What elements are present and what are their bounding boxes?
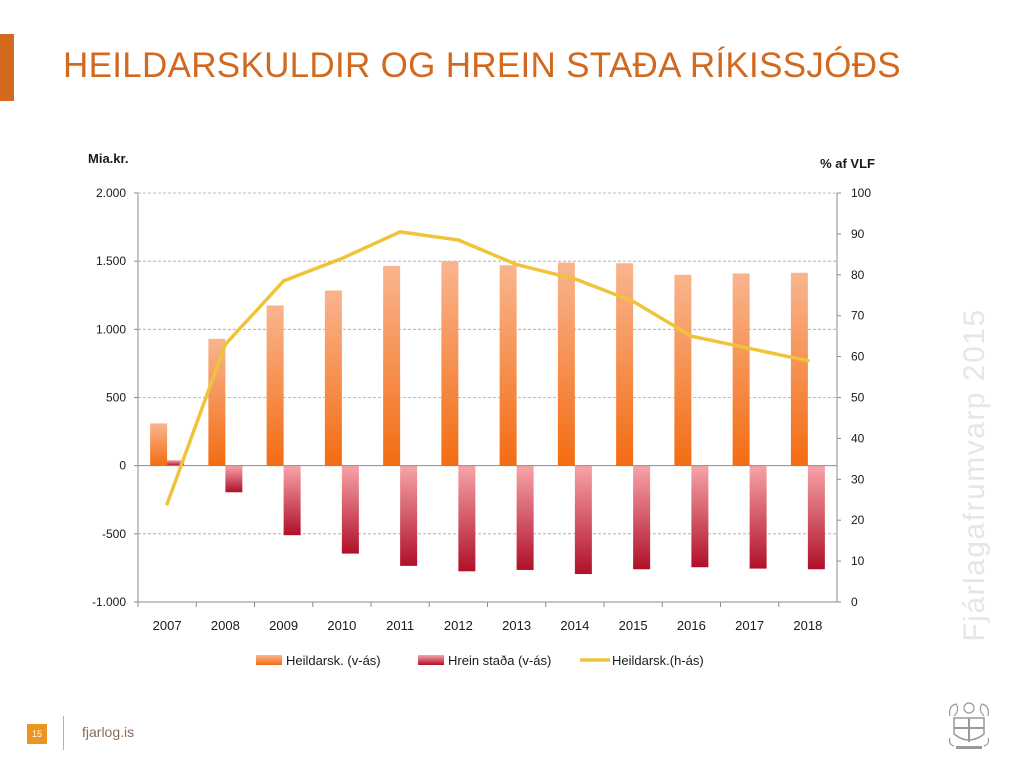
- x-tick-label: 2015: [619, 618, 648, 633]
- line-point: [573, 277, 577, 281]
- left-tick-label: 1.500: [96, 254, 126, 268]
- bar-hrein-stada: [516, 465, 534, 570]
- x-tick-label: 2011: [386, 618, 414, 633]
- footer-divider: [63, 716, 64, 750]
- line-point: [806, 358, 810, 363]
- bar-heildarsk: [616, 263, 634, 466]
- x-tick-label: 2009: [269, 618, 298, 633]
- x-tick-label: 2017: [735, 618, 764, 633]
- legend: Heildarsk. (v-ás) Hrein staða (v-ás) Heild…: [256, 653, 704, 668]
- tick-labels: -1.000 -500 0 500 1.000 1.500 2.000 0 10 20 30 40 50…: [88, 151, 875, 633]
- legend-swatch-0: [256, 655, 282, 665]
- bar-hrein-stada: [633, 465, 651, 570]
- bars: [150, 261, 825, 575]
- x-tick-label: 2010: [327, 618, 356, 633]
- right-tick-label: 0: [851, 595, 858, 609]
- side-watermark-text: Fjárlagafrumvarp 2015: [958, 308, 991, 642]
- bar-hrein-stada: [167, 460, 185, 466]
- bar-heildarsk: [150, 423, 168, 466]
- legend-swatch-1: [418, 655, 444, 665]
- x-tick-label: 2018: [793, 618, 822, 633]
- left-tick-label: 2.000: [96, 186, 126, 200]
- line-point: [689, 334, 694, 338]
- line-heildarsk-vlf: [165, 230, 810, 506]
- x-tick-label: 2008: [211, 618, 240, 633]
- right-tick-label: 40: [851, 431, 865, 445]
- bar-heildarsk: [790, 272, 808, 466]
- line-point: [514, 262, 519, 267]
- left-tick-label: -500: [102, 527, 126, 541]
- bar-heildarsk: [266, 305, 284, 466]
- x-tick-label: 2016: [677, 618, 706, 633]
- legend-label: Heildarsk.(h-ás): [612, 653, 704, 668]
- bar-hrein-stada: [749, 465, 767, 569]
- line-point: [398, 230, 402, 234]
- left-tick-label: 0: [119, 459, 126, 473]
- bar-heildarsk: [732, 273, 750, 466]
- right-tick-label: 60: [851, 350, 865, 364]
- bar-hrein-stada: [574, 465, 592, 575]
- grid-lines: [138, 192, 837, 603]
- right-tick-label: 30: [851, 472, 865, 486]
- line-series: [165, 230, 810, 506]
- right-tick-label: 50: [851, 391, 865, 405]
- legend-label: Heildarsk. (v-ás): [286, 653, 381, 668]
- bar-hrein-stada: [400, 465, 418, 566]
- line-point: [223, 342, 228, 347]
- right-axis-label: % af VLF: [820, 156, 875, 171]
- line-point: [281, 279, 286, 283]
- left-tick-label: 500: [106, 391, 126, 405]
- bar-hrein-stada: [458, 465, 476, 572]
- line-point: [631, 299, 635, 304]
- right-tick-label: 70: [851, 309, 865, 323]
- bar-heildarsk: [557, 262, 575, 466]
- page-number-badge: 15: [27, 724, 47, 744]
- left-axis-label: Mia.kr.: [88, 151, 128, 166]
- left-tick-label: 1.000: [96, 322, 126, 336]
- bar-hrein-stada: [341, 465, 359, 554]
- legend-label: Hrein staða (v-ás): [448, 653, 551, 668]
- accent-bar: [0, 34, 14, 101]
- footer-site-link[interactable]: fjarlog.is: [82, 724, 135, 740]
- bar-hrein-stada: [283, 465, 301, 536]
- line-point: [340, 256, 344, 261]
- line-point: [456, 238, 461, 242]
- coat-of-arms-icon: [948, 702, 990, 749]
- bar-hrein-stada: [807, 465, 825, 570]
- line-point: [747, 346, 752, 351]
- bar-heildarsk: [324, 290, 342, 466]
- slide-title: HEILDARSKULDIR OG HREIN STAÐA RÍKISSJÓÐS: [63, 46, 901, 85]
- bar-hrein-stada: [225, 465, 243, 493]
- right-tick-label: 80: [851, 268, 865, 282]
- left-tick-label: -1.000: [92, 595, 126, 609]
- axes: [134, 192, 841, 607]
- bar-heildarsk: [499, 265, 517, 466]
- bar-heildarsk: [441, 261, 459, 466]
- bar-heildarsk: [674, 274, 692, 466]
- right-tick-label: 90: [851, 227, 865, 241]
- bar-heildarsk: [383, 265, 401, 466]
- line-point: [165, 502, 169, 506]
- right-tick-label: 20: [851, 513, 865, 527]
- x-tick-label: 2012: [444, 618, 473, 633]
- bar-hrein-stada: [691, 465, 709, 568]
- x-tick-label: 2007: [153, 618, 182, 633]
- x-tick-label: 2014: [560, 618, 589, 633]
- right-tick-label: 10: [851, 554, 865, 568]
- bar-heildarsk: [208, 338, 226, 466]
- right-tick-label: 100: [851, 186, 871, 200]
- x-tick-label: 2013: [502, 618, 531, 633]
